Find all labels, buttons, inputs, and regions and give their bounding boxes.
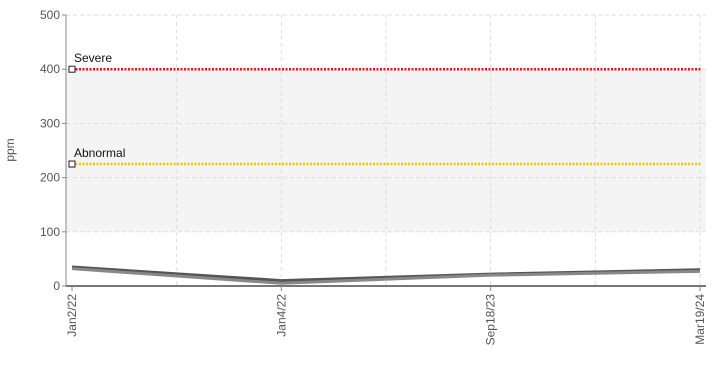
threshold-label: Severe	[74, 51, 112, 65]
y-tick-label: 200	[40, 171, 60, 185]
y-tick-label: 100	[40, 225, 60, 239]
y-tick-label: 500	[40, 8, 60, 22]
threshold-marker	[68, 160, 76, 168]
y-tick-label: 300	[40, 116, 60, 130]
x-tick-label: Jan4/22	[274, 294, 288, 337]
series-line	[71, 267, 701, 285]
x-tick-label: Sep18/23	[484, 294, 498, 346]
threshold-label: Abnormal	[74, 146, 125, 160]
y-axis-label: ppm	[3, 138, 17, 161]
y-tick-label: 400	[40, 62, 60, 76]
y-tick-label: 0	[53, 279, 60, 293]
x-tick-label: Mar19/24	[693, 294, 707, 345]
x-tick-label: Jan2/22	[65, 294, 79, 337]
threshold-marker	[68, 65, 76, 73]
